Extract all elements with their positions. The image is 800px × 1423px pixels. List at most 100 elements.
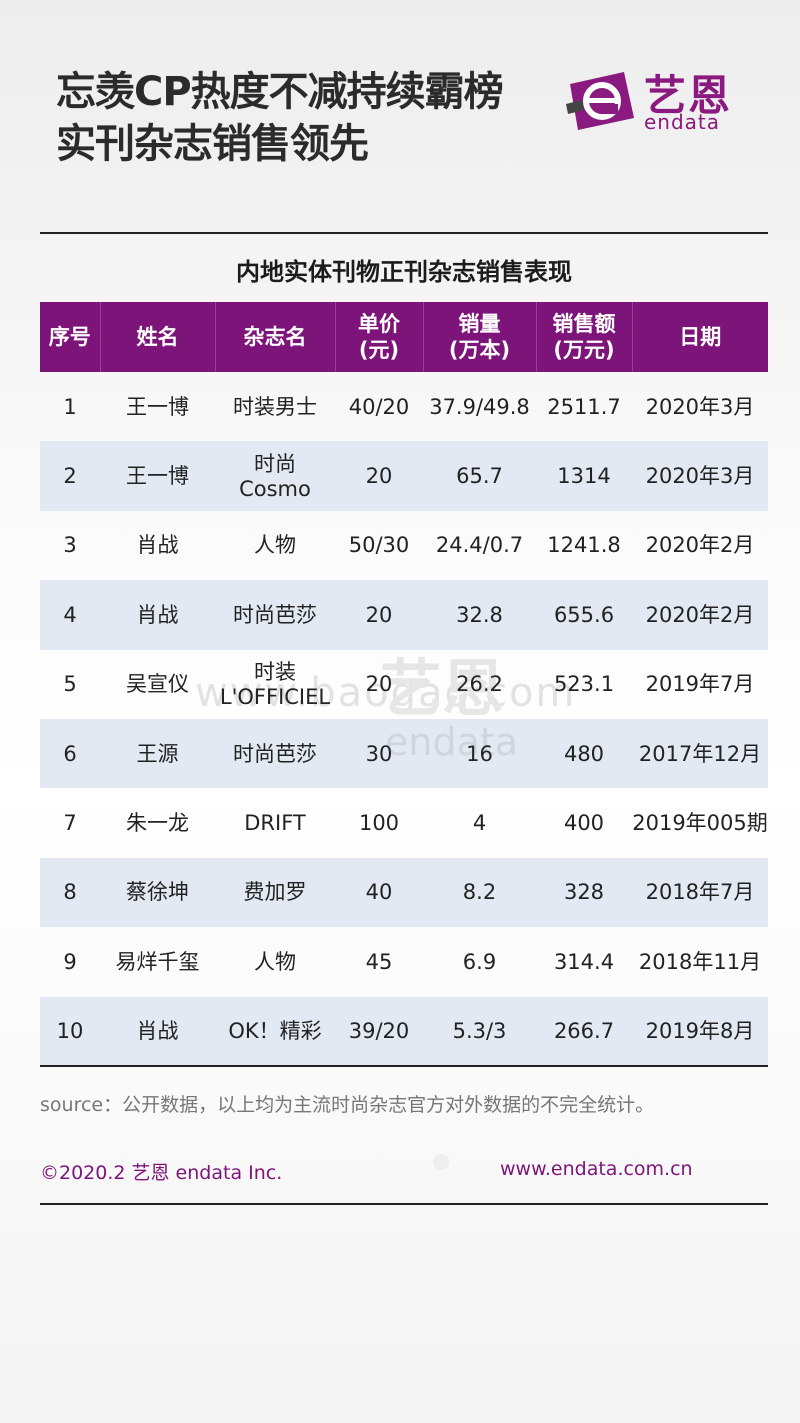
cell-sales: 523.1 [553,672,615,697]
header-cell: 杂志名 [215,302,336,372]
cell-date: 2020年2月 [645,533,755,558]
cell-no: 2 [40,441,100,511]
cell-name: 王一博 [100,441,215,511]
cell-volume: 26.2 [456,672,503,697]
table-header-row: 序号 姓名 杂志名 单价 (元) 销量 (万本) 销售额 (万元) 日期 [40,302,768,372]
cell-sales: 328 [536,857,632,928]
header-line: 序号 [48,325,91,349]
cell-sales: 1314 [536,441,632,511]
magazine-name: 费加罗 [243,880,307,905]
header-line: 单价 [358,312,400,336]
header-unit: (万本) [448,338,511,362]
header-cell: 销量 (万本) [423,302,537,372]
cell-mag: OK！精彩 [215,996,335,1067]
cell-no: 6 [40,718,100,789]
cell-price: 39/20 [335,996,423,1067]
decorative-dot [433,1154,449,1170]
cell-mag: 时尚芭莎 [215,580,335,650]
cell-date: 2019年7月 [645,672,755,697]
cell-date: 2018年11月 [638,949,762,974]
magazine-name: 人物 [254,533,296,558]
cell-date: 2018年7月 [632,857,768,928]
table-row: 5 吴宣仪 时装 L'OFFICIEL 20 26.2 523.1 2019年7月 [40,650,768,719]
cell-sales: 480 [536,718,632,789]
headline-line-2: 实刊杂志销售领先 [56,121,369,167]
cell-no: 3 [63,533,77,558]
header-line: 销量 [458,312,501,336]
page-headline: 忘羡CP热度不减持续霸榜 实刊杂志销售领先 [56,66,504,170]
endata-logo: 艺恩 endata [562,60,752,140]
table-row: 1 王一博 时装男士 40/20 37.9/49.8 2511.7 2020年3月 [40,372,768,441]
header-unit: (元) [358,338,400,362]
table-row: 7 朱一龙 DRIFT 100 4 400 2019年005期 [40,788,768,857]
copyright-text: ©2020.2 艺恩 endata Inc. [40,1162,283,1184]
cell-price: 30 [335,718,423,789]
logo-brand-en: endata [644,110,721,134]
cell-price: 40/20 [348,394,410,419]
cell-volume: 32.8 [423,580,536,650]
header-line: 姓名 [136,325,179,349]
cell-no: 10 [40,996,100,1067]
table-row: 3 肖战 人物 50/30 24.4/0.7 1241.8 2020年2月 [40,511,768,580]
cell-mag: 人物 [215,511,335,580]
cell-volume: 24.4/0.7 [435,533,524,558]
cell-mag: DRIFT [215,788,335,857]
cell-name: 王一博 [126,394,189,419]
cell-name: 吴宣仪 [126,672,189,697]
cell-date: 2020年2月 [632,580,768,650]
header-unit: (万元) [553,338,615,362]
cell-mag: 人物 [215,927,335,996]
magazine-name: 时装 [254,660,296,685]
cell-name: 肖战 [136,533,179,558]
magazine-name: 时尚芭莎 [233,602,317,627]
website-link[interactable]: www.endata.com.cn [500,1158,693,1180]
table-row: 2 王一博 时尚 Cosmo 20 65.7 1314 2020年3月 [40,441,768,511]
cell-mag: 费加罗 [215,857,335,928]
cell-volume: 6.9 [462,949,497,974]
header-cell: 序号 [40,302,101,372]
cell-name: 朱一龙 [126,811,189,836]
header-line: 杂志名 [243,325,307,349]
top-divider [40,232,768,234]
cell-name: 王源 [100,718,215,789]
header-cell: 销售额 (万元) [536,302,633,372]
cell-name: 蔡徐坤 [100,857,215,928]
cell-no: 9 [63,949,77,974]
magazine-name: 时装男士 [233,394,317,419]
magazine-name: 时尚芭莎 [233,741,317,766]
sales-table: 序号 姓名 杂志名 单价 (元) 销量 (万本) 销售额 (万元) 日期 1 王一博 时装… [40,302,768,1067]
table-row: 8 蔡徐坤 费加罗 40 8.2 328 2018年7月 [40,857,768,928]
cell-volume: 65.7 [423,441,536,511]
cell-date: 2020年3月 [645,394,755,419]
cell-price: 20 [335,441,423,511]
cell-volume: 37.9/49.8 [429,394,530,419]
header-cell: 日期 [632,302,768,372]
cell-price: 100 [358,811,400,836]
cell-sales: 655.6 [536,580,632,650]
cell-volume: 5.3/3 [423,996,536,1067]
cell-volume: 8.2 [423,857,536,928]
cell-date: 2020年3月 [632,441,768,511]
cell-sales: 400 [563,811,605,836]
cell-date: 2019年8月 [632,996,768,1067]
source-note: source：公开数据，以上均为主流时尚杂志官方对外数据的不完全统计。 [40,1094,655,1116]
table-row: 9 易烊千玺 人物 45 6.9 314.4 2018年11月 [40,927,768,996]
cell-mag: 时尚芭莎 [215,718,335,789]
cell-sales: 266.7 [536,996,632,1067]
magazine-subname: Cosmo [239,477,311,502]
cell-no: 8 [40,857,100,928]
cell-name: 肖战 [100,996,215,1067]
cell-no: 5 [63,672,77,697]
cell-volume: 4 [472,811,487,836]
cell-mag: 时装 L'OFFICIEL [215,650,335,719]
magazine-name: 人物 [254,949,296,974]
headline-line-1: 忘羡CP热度不减持续霸榜 [56,69,504,115]
header-cell: 单价 (元) [335,302,424,372]
cell-sales: 314.4 [553,949,615,974]
cell-name: 肖战 [100,580,215,650]
magazine-name: DRIFT [244,811,306,836]
header-line: 日期 [679,325,722,349]
endata-logo-icon [566,72,634,130]
cell-price: 20 [335,580,423,650]
cell-price: 50/30 [348,533,410,558]
